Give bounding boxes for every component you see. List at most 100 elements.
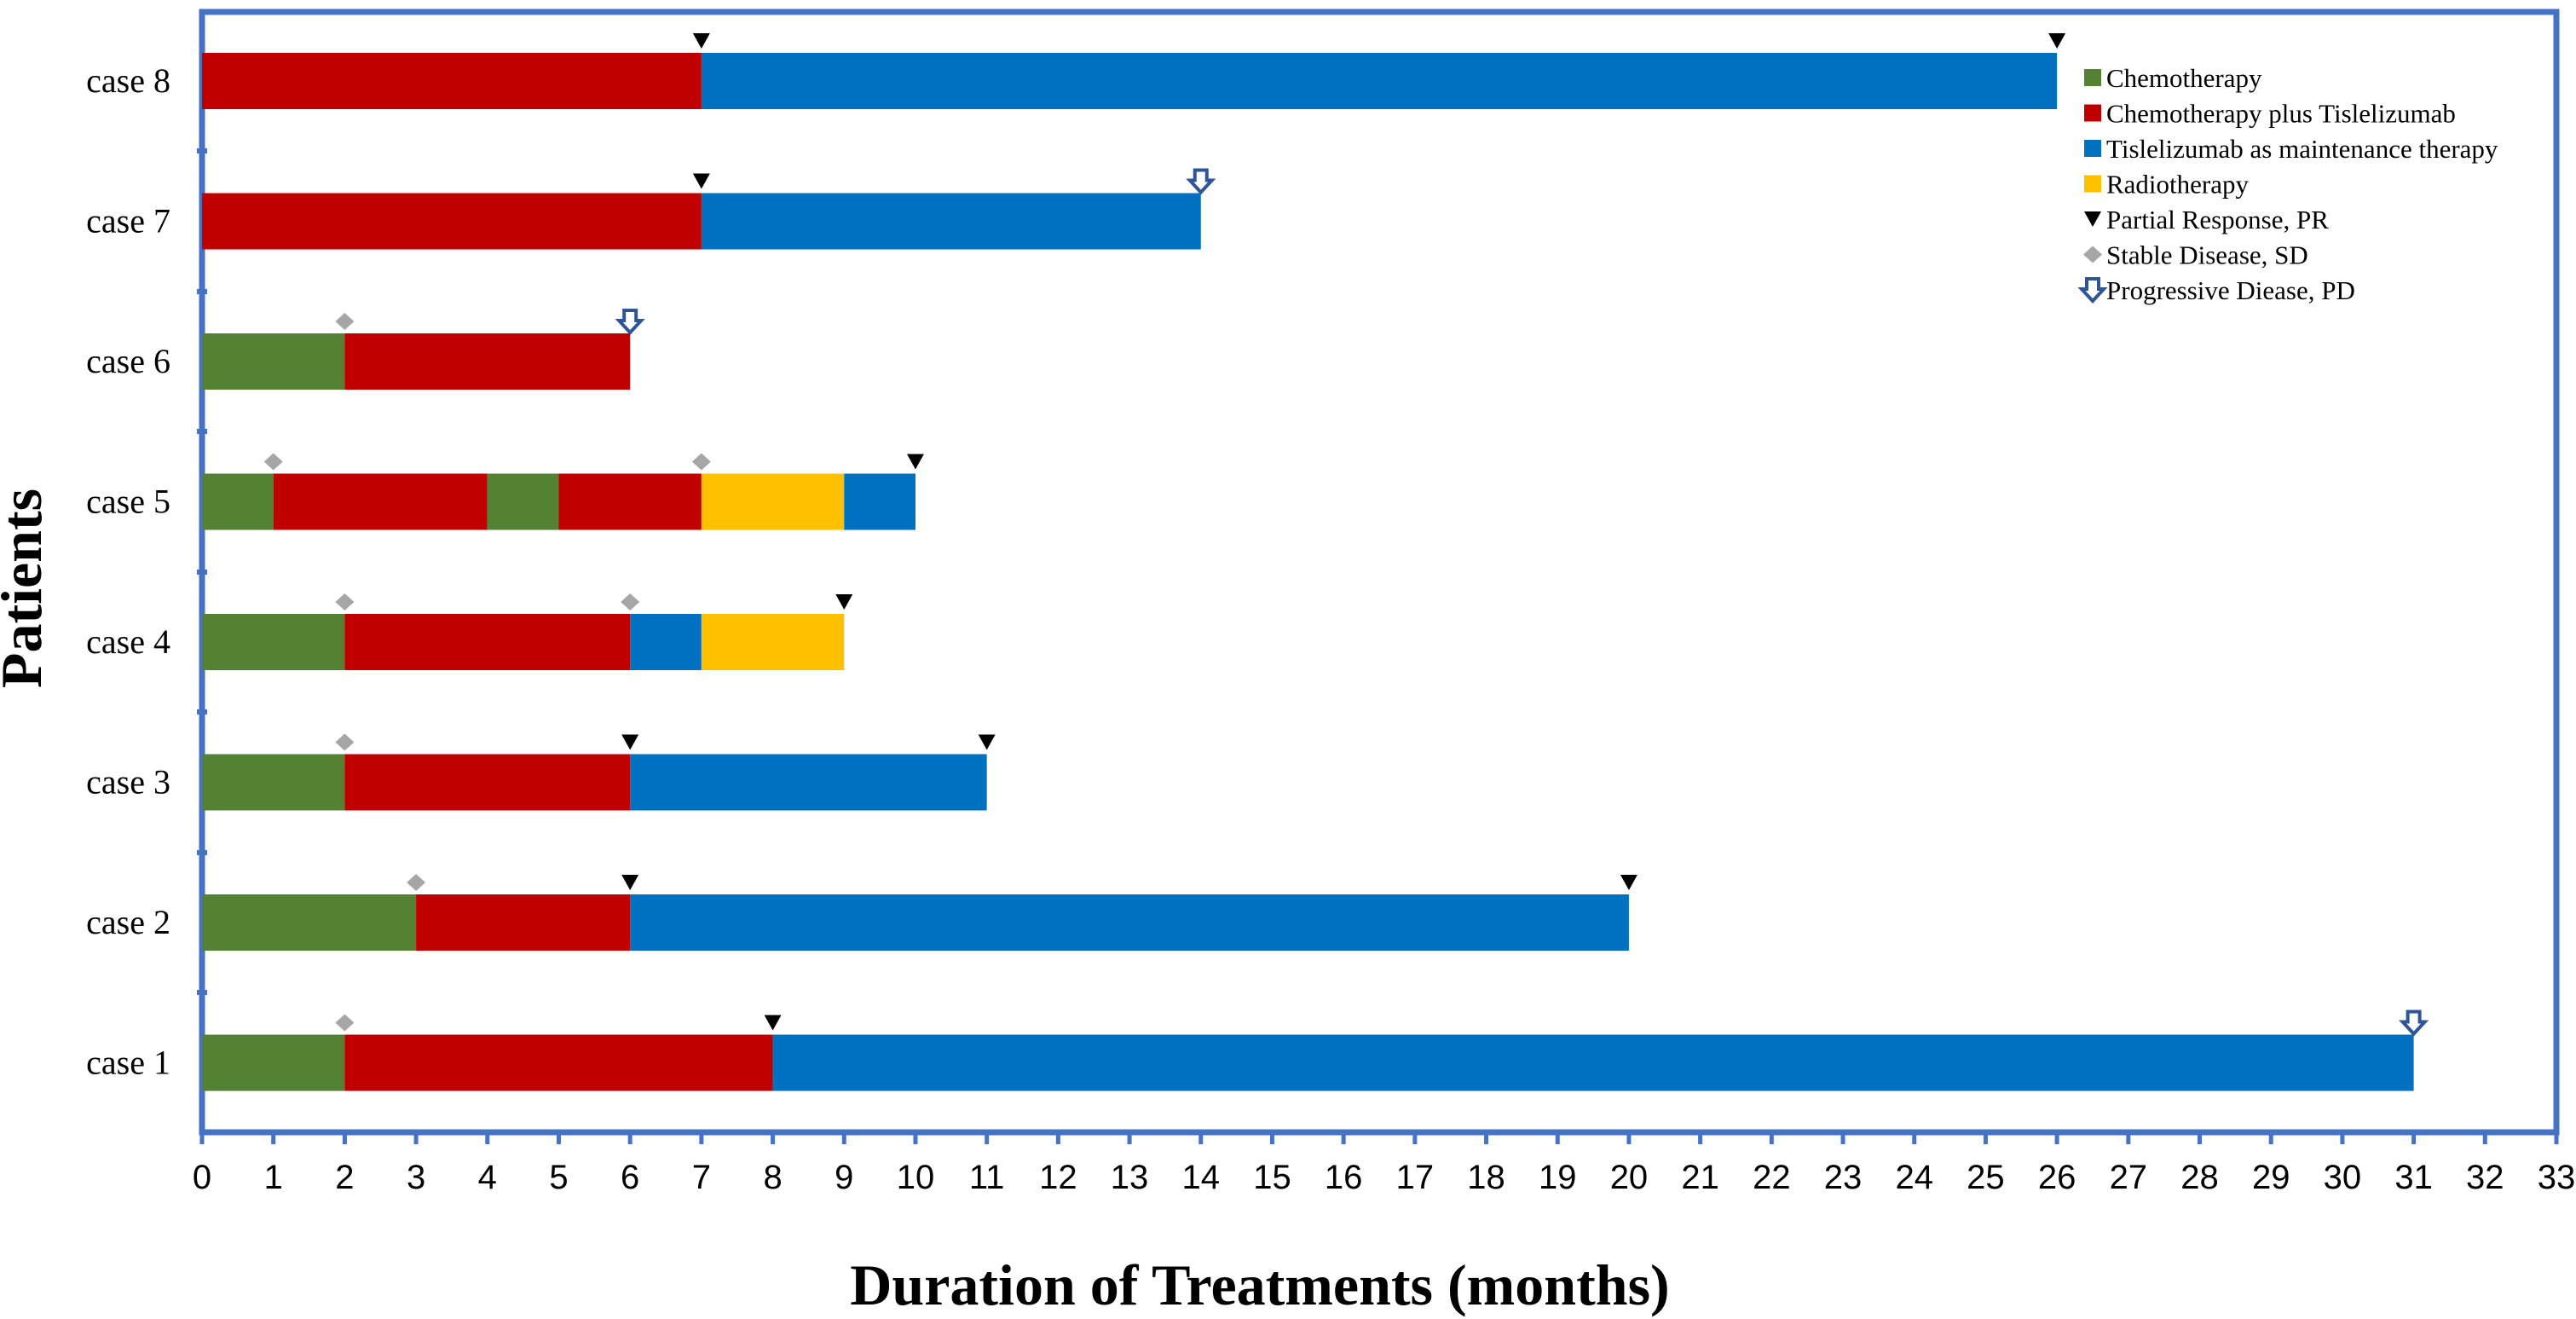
y-axis-title: Patients (0, 489, 54, 688)
x-tick-label: 25 (1967, 1159, 2005, 1196)
marker-case-1-pr (764, 1015, 782, 1031)
y-tick-label: case 5 (86, 483, 170, 521)
x-tick-label: 18 (1467, 1159, 1505, 1196)
y-tick-label: case 6 (86, 342, 170, 380)
marker-case-4-sd (335, 593, 355, 610)
legend-label-radio: Radiotherapy (2106, 170, 2250, 200)
bar-segment-case-2-tisle_maint (630, 894, 1629, 951)
x-tick-label: 1 (264, 1159, 283, 1196)
legend: Chemotherapy Chemotherapy plus Tislelizum… (2077, 63, 2498, 305)
bars-layer (202, 53, 2414, 1091)
bar-segment-case-6-chemo_tisle (344, 333, 631, 390)
legend-label-pd: Progressive Diease, PD (2106, 275, 2355, 305)
bar-segment-case-4-chemo_tisle (344, 614, 631, 670)
x-tick-label: 16 (1325, 1159, 1363, 1196)
y-tick-label: case 1 (86, 1044, 170, 1082)
legend-label-pr: Partial Response, PR (2106, 205, 2329, 234)
x-tick-label: 9 (835, 1159, 853, 1196)
bar-segment-case-1-chemo_tisle (344, 1034, 773, 1091)
marker-case-2-sd (407, 874, 426, 891)
y-tick-label: case 4 (86, 622, 170, 661)
y-axis-tick-labels: case 8 case 7 case 6 case 5 case 4 case 3 case… (86, 61, 170, 1082)
x-tick-label: 10 (897, 1159, 935, 1196)
y-tick-label: case 8 (86, 61, 170, 100)
legend-swatch-radio (2084, 175, 2101, 193)
x-tick-label: 5 (549, 1159, 568, 1196)
x-tick-label: 3 (407, 1159, 425, 1196)
x-tick-label: 19 (1539, 1159, 1577, 1196)
marker-case-5-pr (906, 454, 924, 470)
x-tick-label: 22 (1753, 1159, 1791, 1196)
x-tick-label: 28 (2180, 1159, 2219, 1196)
marker-case-3-pr (978, 734, 996, 750)
x-tick-label: 21 (1681, 1159, 1719, 1196)
x-tick-label: 29 (2252, 1159, 2290, 1196)
x-tick-label: 0 (193, 1159, 211, 1196)
x-tick-label: 12 (1039, 1159, 1077, 1196)
bar-segment-case-6-chemo (202, 333, 345, 390)
marker-case-3-pr (621, 734, 639, 750)
legend-label-chemo: Chemotherapy (2106, 63, 2262, 93)
markers-layer (263, 33, 2429, 1037)
x-tick-label: 13 (1111, 1159, 1149, 1196)
legend-marker-pd (2077, 277, 2108, 304)
legend-swatch-tisle_maint (2084, 140, 2101, 157)
y-axis-ticks (197, 148, 207, 995)
bar-segment-case-3-chemo_tisle (344, 754, 631, 811)
marker-case-3-sd (335, 733, 355, 751)
x-tick-label: 17 (1396, 1159, 1435, 1196)
legend-marker-pr (2084, 211, 2101, 227)
marker-case-8-pr (692, 33, 710, 49)
marker-case-2-pr (621, 875, 639, 890)
x-axis-title: Duration of Treatments (months) (850, 1252, 1669, 1317)
marker-case-2-pr (1620, 875, 1637, 890)
x-tick-label: 30 (2324, 1159, 2362, 1196)
marker-case-5-sd (263, 453, 283, 471)
x-tick-label: 27 (2110, 1159, 2148, 1196)
marker-case-1-sd (335, 1014, 355, 1032)
bar-segment-case-1-chemo (202, 1034, 345, 1091)
bar-segment-case-5-chemo_tisle (558, 473, 702, 530)
x-tick-label: 2 (335, 1159, 354, 1196)
bar-segment-case-7-tisle_maint (701, 193, 1201, 250)
marker-case-5-sd (691, 453, 711, 471)
x-tick-label: 6 (621, 1159, 639, 1196)
y-tick-label: case 7 (86, 202, 170, 240)
bar-segment-case-2-chemo_tisle (416, 894, 631, 951)
x-tick-label: 8 (763, 1159, 782, 1196)
bar-segment-case-8-chemo_tisle (202, 53, 702, 109)
bar-segment-case-4-chemo (202, 614, 345, 670)
bar-segment-case-7-chemo_tisle (202, 193, 702, 250)
bar-segment-case-5-tisle_maint (844, 473, 915, 530)
marker-case-4-pr (835, 594, 853, 610)
bar-segment-case-5-chemo_tisle (273, 473, 488, 530)
x-tick-label: 32 (2466, 1159, 2504, 1196)
x-axis-ticks: 0 1 2 3 4 5 6 7 8 9 10 11 12 13 14 15 16 17 18 19 20 21 22 23 24… (193, 1132, 2575, 1196)
x-tick-label: 15 (1253, 1159, 1291, 1196)
y-tick-label: case 2 (86, 903, 170, 941)
bar-segment-case-2-chemo (202, 894, 417, 951)
x-tick-label: 31 (2394, 1159, 2433, 1196)
x-tick-label: 33 (2538, 1159, 2576, 1196)
marker-case-6-sd (335, 313, 355, 330)
marker-case-7-pr (692, 173, 710, 189)
x-tick-label: 11 (969, 1159, 1005, 1196)
x-tick-label: 14 (1182, 1159, 1221, 1196)
bar-segment-case-5-chemo (202, 473, 274, 530)
x-tick-label: 7 (692, 1159, 711, 1196)
x-tick-label: 24 (1895, 1159, 1933, 1196)
bar-segment-case-4-tisle_maint (630, 614, 702, 670)
legend-label-sd: Stable Disease, SD (2106, 240, 2308, 270)
bar-segment-case-3-chemo (202, 754, 345, 811)
legend-swatch-chemo_tisle (2084, 104, 2101, 122)
x-tick-label: 26 (2038, 1159, 2076, 1196)
y-tick-label: case 3 (86, 763, 170, 801)
bar-segment-case-8-tisle_maint (701, 53, 2058, 109)
legend-label-tisle_maint: Tislelizumab as maintenance therapy (2106, 134, 2498, 164)
legend-swatch-chemo (2084, 69, 2101, 86)
marker-case-1-pd (2399, 1009, 2429, 1037)
bar-segment-case-3-tisle_maint (630, 754, 987, 811)
bar-segment-case-1-tisle_maint (772, 1034, 2414, 1091)
marker-case-4-sd (621, 593, 640, 610)
